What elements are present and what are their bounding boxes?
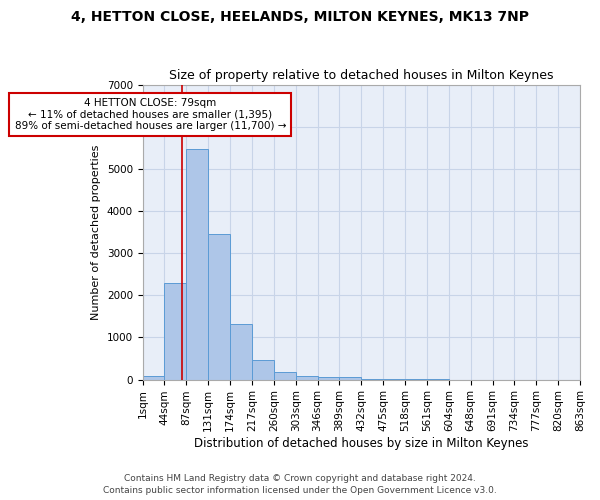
Bar (230, 324, 252, 380)
Bar (252, 360, 274, 380)
Bar (143, 376, 164, 380)
Bar (208, 234, 230, 380)
Title: Size of property relative to detached houses in Milton Keynes: Size of property relative to detached ho… (169, 69, 554, 82)
Bar (317, 376, 340, 380)
Bar (361, 379, 383, 380)
Text: 4 HETTON CLOSE: 79sqm
← 11% of detached houses are smaller (1,395)
89% of semi-d: 4 HETTON CLOSE: 79sqm ← 11% of detached … (14, 98, 286, 131)
Y-axis label: Number of detached properties: Number of detached properties (91, 144, 101, 320)
Bar (296, 376, 317, 380)
Bar (274, 372, 296, 380)
Bar (340, 378, 361, 380)
Text: 4, HETTON CLOSE, HEELANDS, MILTON KEYNES, MK13 7NP: 4, HETTON CLOSE, HEELANDS, MILTON KEYNES… (71, 10, 529, 24)
Text: Contains HM Land Registry data © Crown copyright and database right 2024.
Contai: Contains HM Land Registry data © Crown c… (103, 474, 497, 495)
Bar (164, 284, 187, 380)
Bar (187, 148, 208, 380)
X-axis label: Distribution of detached houses by size in Milton Keynes: Distribution of detached houses by size … (194, 437, 529, 450)
